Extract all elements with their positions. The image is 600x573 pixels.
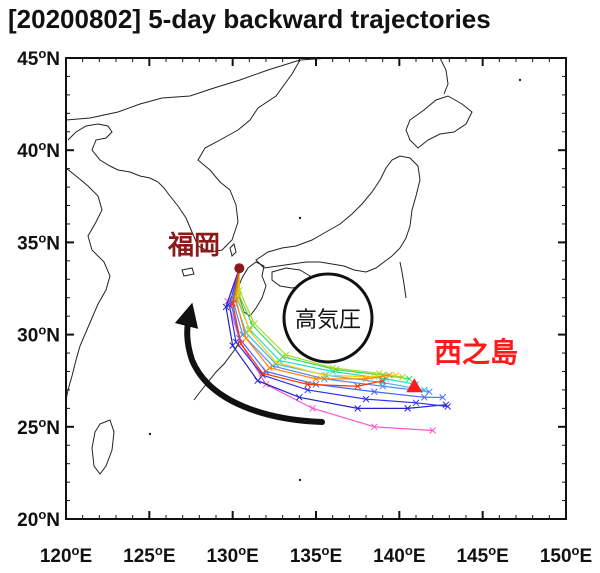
high-pressure-circle: [282, 272, 374, 364]
trajectory-line: [228, 268, 448, 408]
trajectory-point: [254, 377, 262, 385]
trajectory-line: [225, 268, 447, 409]
trajectory-point: [222, 303, 230, 311]
coastlines: [66, 58, 522, 482]
coast-jeju: [181, 267, 195, 277]
circulation-arrow: [174, 302, 325, 425]
trajectory-point: [229, 299, 237, 307]
trajectory-point: [282, 351, 290, 359]
trajectory-point: [439, 393, 447, 401]
trajectories-layer: [222, 268, 452, 434]
trajectory-point: [250, 320, 258, 327]
trajectory-point: [304, 386, 312, 394]
trajectory-point: [425, 388, 433, 396]
trajectory-point: [354, 405, 362, 412]
trajectory-point: [259, 369, 267, 377]
coast-honshu: [255, 155, 421, 273]
trajectory-point: [412, 399, 420, 407]
coast-izu: [399, 261, 407, 299]
lon-tick-label: 120oE: [40, 543, 92, 567]
trajectory-point: [354, 382, 362, 390]
lon-tick-label: 140oE: [373, 543, 425, 567]
nishinoshima-label: 西之島: [434, 336, 518, 369]
trajectory-point: [265, 364, 273, 372]
trajectory-point: [370, 388, 378, 396]
axis-tick-labels: 120oE 125oE 130oE 135oE 140oE 145oE 150oE 20oN 2…: [17, 46, 592, 567]
trajectory-point: [329, 364, 337, 372]
coast-tsushima: [229, 243, 237, 257]
trajectory-point: [420, 393, 428, 401]
trajectory-point: [392, 371, 400, 379]
trajectory-point: [420, 386, 428, 394]
trajectory-point: [242, 334, 250, 342]
lat-tick-label: 20oN: [17, 507, 60, 531]
trajectory-point: [295, 393, 303, 401]
high-pressure-label: 高気圧: [295, 308, 361, 333]
trajectory-point: [399, 373, 407, 381]
trajectory-point: [304, 381, 312, 388]
map-title: [20200802] 5-day backward trajectories: [8, 4, 491, 34]
trajectory-point: [375, 369, 383, 377]
trajectory-point: [320, 371, 328, 379]
trajectory-point: [234, 290, 242, 298]
trajectory-point: [370, 423, 378, 431]
coast-taiwan: [91, 419, 115, 475]
lon-tick-label: 145oE: [456, 543, 508, 567]
trajectory-point: [444, 403, 452, 410]
fukuoka-marker: [234, 263, 245, 274]
axis-ticks: [65, 57, 567, 520]
lon-tick-label: 125oE: [123, 543, 175, 567]
fukuoka-label: 福岡: [167, 231, 220, 261]
trajectory-point: [272, 358, 280, 366]
trajectory-point: [309, 405, 317, 412]
lat-tick-label: 40oN: [17, 138, 60, 162]
trajectory-point: [362, 395, 370, 403]
trajectory-point: [237, 340, 245, 348]
trajectory-point: [404, 405, 412, 412]
trajectory-line: [230, 268, 443, 398]
trajectory-point: [312, 375, 320, 383]
lat-tick-label: 25oN: [17, 415, 60, 439]
lat-tick-label: 35oN: [17, 230, 60, 254]
lat-tick-label: 45oN: [17, 46, 60, 70]
trajectory-point: [362, 375, 370, 383]
coast-korea-manchuria: [66, 58, 331, 253]
lon-tick-label: 150oE: [540, 543, 592, 567]
trajectory-point: [385, 371, 393, 379]
lat-tick-label: 30oN: [17, 323, 60, 347]
trajectory-point: [405, 375, 413, 383]
lon-tick-label: 130oE: [206, 543, 258, 567]
nishinoshima-marker: [406, 378, 423, 393]
lon-tick-label: 135oE: [290, 543, 342, 567]
trajectory-point: [379, 377, 387, 385]
coast-hokkaido: [405, 95, 473, 149]
trajectory-point: [429, 427, 437, 434]
coast-china: [66, 167, 111, 401]
coast-sakhalin: [439, 58, 449, 95]
trajectory-point: [245, 327, 253, 335]
trajectory-point: [279, 353, 287, 361]
